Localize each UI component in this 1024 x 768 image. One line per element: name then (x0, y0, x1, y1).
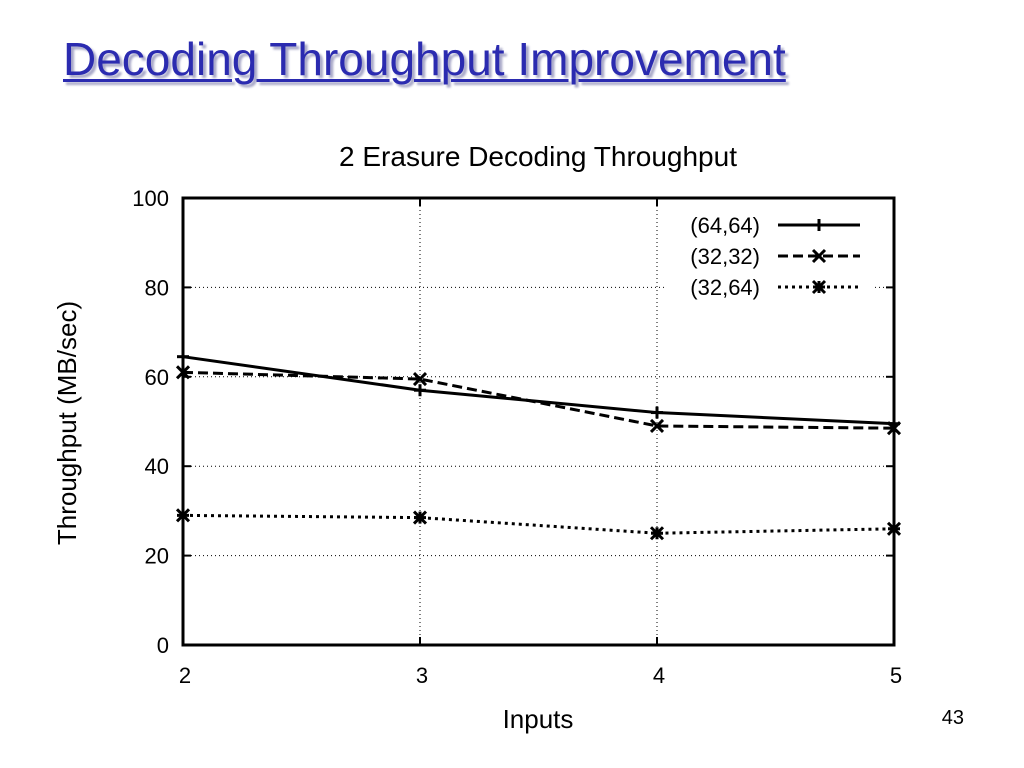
tick-layer: 0 20 40 60 80 100 2 3 4 5 (132, 186, 902, 688)
x-axis-label: Inputs (503, 704, 574, 734)
y-tick-label: 60 (145, 365, 169, 390)
legend-marker (811, 248, 827, 264)
legend-marker (811, 279, 827, 295)
legend-label: (32,32) (690, 244, 760, 269)
x-tick-label: 3 (416, 663, 428, 688)
series-line-1 (182, 355, 895, 426)
x-tick-label: 2 (179, 663, 191, 688)
legend-label: (32,64) (690, 275, 760, 300)
legend-label: (64,64) (690, 213, 760, 238)
legend: (64,64) (32,32) (32,64) (666, 206, 872, 300)
data-point-series-1 (651, 406, 663, 419)
legend-background (666, 206, 872, 298)
series-line-3 (182, 513, 895, 535)
data-point-series-1 (414, 384, 426, 397)
slide-title: Decoding Throughput Improvement (63, 33, 786, 85)
data-point-series-2 (412, 371, 428, 387)
y-axis-label: Throughput (MB/sec) (52, 301, 82, 545)
y-tick-label: 0 (157, 633, 169, 658)
legend-marker (813, 219, 825, 231)
chart-title: 2 Erasure Decoding Throughput (339, 141, 737, 172)
data-point-series-3 (412, 510, 428, 525)
x-tick-label: 5 (890, 663, 902, 688)
y-tick-label: 80 (145, 275, 169, 300)
x-tick-label: 4 (653, 663, 665, 688)
data-point-series-3 (649, 526, 665, 541)
y-tick-label: 20 (145, 544, 169, 569)
y-tick-label: 40 (145, 454, 169, 479)
series-layer (175, 350, 902, 541)
slide-number: 43 (941, 707, 964, 729)
plot-frame (181, 196, 896, 647)
data-point-series-2 (649, 418, 665, 434)
y-tick-label: 100 (132, 186, 169, 211)
